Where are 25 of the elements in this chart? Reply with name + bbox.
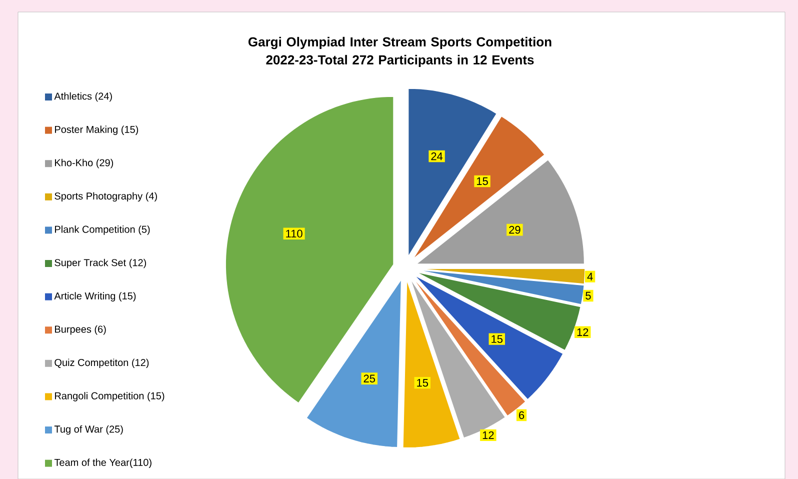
legend-label: Plank Competition (5) <box>55 226 150 235</box>
chart-title: Gargi Olympiad Inter Stream Sports Competition 2022-23-Total 272 Participants in 12 Events <box>248 36 552 68</box>
legend-label: Sports Photography (4) <box>54 192 157 202</box>
legend-label: Rangoli Competition (15) <box>55 392 164 402</box>
data-label: 5 <box>586 292 591 300</box>
legend-label: Tug of War (25) <box>54 425 123 435</box>
data-label: 4 <box>587 272 593 280</box>
legend-label: Quiz Competiton (12) <box>54 358 149 368</box>
legend-label: Burpees (6) <box>55 325 106 335</box>
data-label: 29 <box>509 226 520 234</box>
data-label: 25 <box>364 374 376 382</box>
data-label: 12 <box>482 431 494 439</box>
legend-label: Team of the Year(110) <box>54 458 152 468</box>
legend-label: Poster Making (15) <box>55 126 138 135</box>
legend-label: Article Writing (15) <box>54 292 136 302</box>
data-label: 15 <box>492 335 503 343</box>
legend-label: Athletics (24) <box>54 92 112 102</box>
data-label: 24 <box>431 152 443 160</box>
legend-label: Super Track Set (12) <box>54 258 146 268</box>
legend-label: Kho-Kho (29) <box>55 158 114 168</box>
data-label: 15 <box>417 379 428 387</box>
data-label: 15 <box>476 177 488 186</box>
data-label: 110 <box>286 230 302 238</box>
data-label: 12 <box>577 328 588 336</box>
data-label: 6 <box>519 411 524 420</box>
